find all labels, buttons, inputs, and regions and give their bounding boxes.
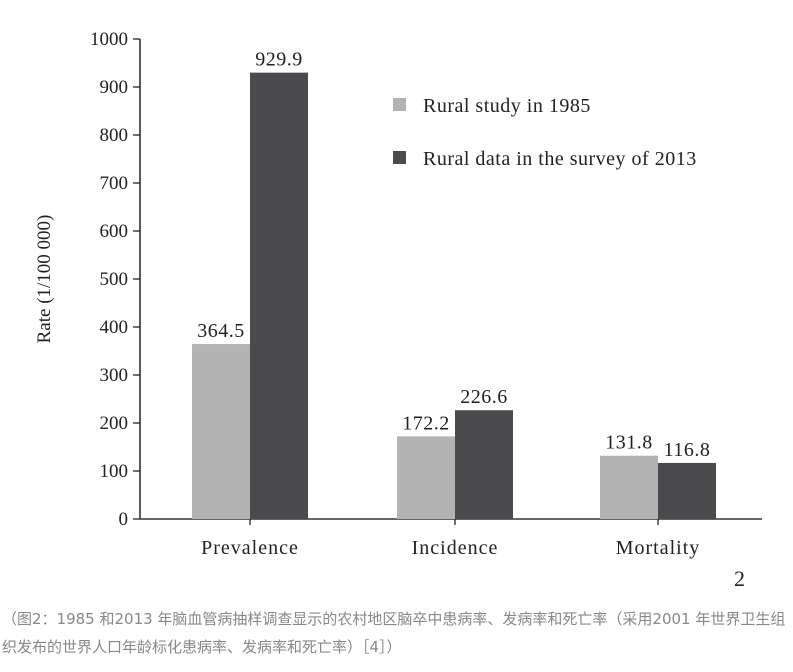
legend-swatch-series-1 [393,98,406,111]
y-tick-label: 600 [100,221,129,242]
legend-swatch-series-2 [393,151,406,164]
bar-incidence-series-2 [455,410,513,519]
figure-number: 2 [734,566,745,591]
legend-label-series-1: Rural study in 1985 [423,95,591,117]
chart-legend: Rural study in 1985 Rural data in the sur… [393,95,697,170]
x-category-label: Incidence [412,537,499,559]
y-tick-label: 400 [100,317,129,338]
data-label-prevalence-series-1: 364.5 [197,320,245,342]
y-axis-label: Rate (1/100 000) [34,215,55,344]
y-tick-label: 200 [100,413,129,434]
y-tick-label: 800 [100,125,129,146]
bar-prevalence-series-1 [192,344,250,519]
bar-prevalence-series-2 [250,72,308,519]
y-tick-label: 300 [100,365,129,386]
x-category-label: Mortality [616,537,701,559]
y-tick-label: 500 [100,269,129,290]
data-label-mortality-series-1: 131.8 [605,432,653,454]
figure-caption: （图2：1985 和2013 年脑血管病抽样调查显示的农村地区脑卒中患病率、发病… [2,610,786,656]
legend-label-series-2: Rural data in the survey of 2013 [423,148,697,170]
data-label-prevalence-series-2: 929.9 [255,49,303,71]
data-label-mortality-series-2: 116.8 [664,439,711,461]
chart-axes: 0 100 200 300 400 500 600 700 800 900 1000 Rate (1/… [34,29,762,559]
y-tick-label: 0 [119,509,129,530]
bar-chart: 0 100 200 300 400 500 600 700 800 900 1000 Rate (1/… [34,29,762,559]
bar-incidence-series-1 [397,436,455,519]
bar-mortality-series-1 [600,455,658,519]
y-tick-label: 700 [100,173,129,194]
data-label-incidence-series-1: 172.2 [402,412,450,434]
chart-value-labels: 364.5 929.9 172.2 226.6 131.8 116.8 [197,49,710,461]
bar-mortality-series-2 [658,462,716,519]
data-label-incidence-series-2: 226.6 [460,386,508,408]
y-tick-label: 100 [100,461,129,482]
chart-bars [192,72,716,519]
y-tick-label: 900 [100,77,129,98]
y-tick-label: 1000 [90,29,128,50]
x-category-label: Prevalence [201,537,299,559]
